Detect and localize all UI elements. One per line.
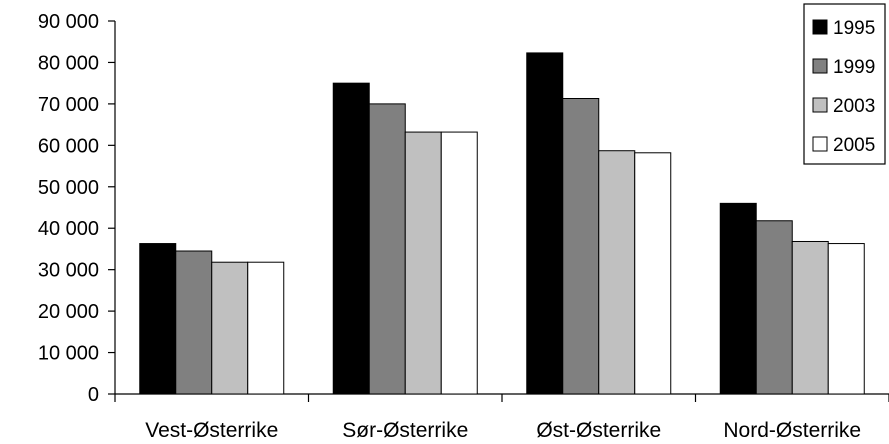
y-tick-label: 40 000 (38, 218, 99, 240)
legend-label: 2003 (833, 96, 875, 117)
bar-2005-1 (247, 261, 285, 395)
legend-label: 1995 (833, 18, 875, 39)
y-tick-label: 20 000 (38, 301, 99, 323)
legend-label: 2005 (833, 135, 875, 156)
x-category-label: Vest-Østerrike (145, 419, 278, 442)
bar-1995-3 (526, 52, 564, 395)
bar-1999-3 (562, 98, 600, 395)
legend-swatch-1999 (812, 58, 828, 74)
x-category-label: Sør-Østerrike (342, 419, 468, 442)
y-axis: 0 10 000 20 000 30 000 40 000 50 000 60 000 70 … (38, 11, 116, 406)
y-tick-label: 60 000 (38, 135, 99, 157)
bar-1999-1 (175, 250, 213, 395)
bar-1995-2 (332, 82, 370, 395)
legend-label: 1999 (833, 57, 875, 78)
bar-2005-2 (440, 131, 478, 395)
x-category-label: Nord-Østerrike (723, 419, 861, 442)
bar-1995-1 (139, 243, 177, 395)
bar-1995-4 (719, 202, 757, 395)
y-tick-label: 80 000 (38, 52, 99, 74)
y-tick-label: 90 000 (38, 11, 99, 33)
bar-2005-3 (634, 152, 672, 395)
bar-2003-3 (598, 150, 636, 395)
bar-1999-2 (368, 103, 406, 395)
x-category-label: Øst-Østerrike (536, 419, 661, 442)
y-tick-label: 70 000 (38, 94, 99, 116)
bars (139, 52, 865, 395)
bar-2003-2 (404, 131, 442, 395)
bar-2003-1 (211, 261, 249, 395)
bar-2003-4 (791, 240, 829, 395)
bar-2005-4 (827, 243, 865, 395)
y-tick-label: 10 000 (38, 343, 99, 365)
legend-swatch-2003 (812, 97, 828, 113)
y-tick-label: 50 000 (38, 177, 99, 199)
y-tick-label: 30 000 (38, 260, 99, 282)
legend: 1995 1999 2003 2005 (803, 3, 886, 165)
bar-1999-4 (755, 220, 793, 395)
x-axis: Vest-Østerrike Sør-Østerrike Øst-Østerrike… (114, 393, 889, 442)
legend-swatch-2005 (812, 136, 828, 152)
legend-swatch-1995 (812, 19, 828, 35)
y-tick-label: 0 (88, 384, 99, 406)
